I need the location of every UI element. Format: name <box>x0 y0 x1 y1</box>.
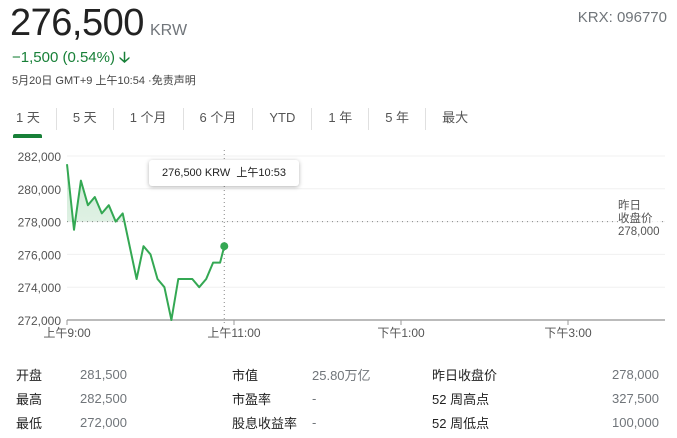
stat-label: 市盈率 <box>232 391 272 407</box>
tab-2[interactable]: 1 个月 <box>114 108 184 130</box>
stat-value: 282,500 <box>80 390 127 406</box>
prev-close-line1: 昨日 <box>618 200 641 212</box>
stats-table: 开盘 281,500 市值 25.80万亿 昨日收盘价 278,000 最高 282,500 市… <box>16 362 659 434</box>
price-change: −1,500 (0.54%) 🡣 <box>12 47 130 72</box>
currency: KRW <box>150 22 188 39</box>
tab-7[interactable]: 最大 <box>442 110 469 125</box>
stats-row: 开盘 281,500 市值 25.80万亿 昨日收盘价 278,000 <box>16 362 659 386</box>
stat-label: 最低 <box>16 415 43 431</box>
stat-value: 327,500 <box>612 390 659 406</box>
tab-6[interactable]: 5 年 <box>369 108 427 130</box>
stat-label: 开盘 <box>16 367 43 383</box>
stat-label: 股息收益率 <box>232 415 298 431</box>
x-tick-label: 下午3:00 <box>544 326 592 340</box>
stat-value: 25.80万亿 <box>312 367 371 383</box>
stat-value: - <box>312 414 317 430</box>
previous-close-label: 昨日 收盘价 278,000 <box>618 200 660 239</box>
x-tick-label: 上午11:00 <box>207 326 260 340</box>
stats-row: 最低 272,000 股息收益率 - 52 周低点 100,000 <box>16 410 659 434</box>
stat-label: 市值 <box>232 367 259 383</box>
prev-close-line2: 收盘价 <box>618 213 653 225</box>
stat-value: - <box>312 390 317 406</box>
arrow-down-icon: 🡣 <box>119 49 130 66</box>
stat-value: 272,000 <box>80 414 127 430</box>
tab-3[interactable]: 6 个月 <box>184 108 254 130</box>
y-tick-label: 278,000 <box>18 216 62 230</box>
area-fill <box>67 164 125 222</box>
stat-label: 昨日收盘价 <box>432 367 498 383</box>
y-tick-label: 280,000 <box>18 183 62 197</box>
stat-label: 最高 <box>16 391 43 407</box>
stat-label: 52 周低点 <box>432 415 490 431</box>
current-point <box>220 242 229 251</box>
chart-tooltip: 276,500 KRW 上午10:53 <box>149 160 299 186</box>
prev-close-value: 278,000 <box>618 226 660 238</box>
x-tick-label: 上午9:00 <box>43 326 91 340</box>
price-line <box>66 164 226 321</box>
price-chart[interactable]: 272,000 274,000 276,000 278,000 280,000 282,0… <box>0 140 677 340</box>
stat-label: 52 周高点 <box>432 391 490 407</box>
stat-value: 281,500 <box>80 366 127 382</box>
y-tick-label: 272,000 <box>18 314 62 328</box>
tab-0[interactable]: 1 天 <box>0 108 57 138</box>
y-tick-label: 276,000 <box>18 248 62 262</box>
tab-1[interactable]: 5 天 <box>57 108 114 130</box>
current-price: 276,500 <box>10 2 144 44</box>
stats-row: 最高 282,500 市盈率 - 52 周高点 327,500 <box>16 386 659 410</box>
price-change-text: −1,500 (0.54%) <box>12 49 115 66</box>
stat-value: 100,000 <box>612 414 659 430</box>
ticker-symbol: KRX: 096770 <box>577 9 667 26</box>
y-tick-label: 274,000 <box>18 281 62 295</box>
stat-value: 278,000 <box>612 366 659 382</box>
tab-4[interactable]: YTD <box>253 108 313 130</box>
timestamp-disclaimer[interactable]: 5月20日 GMT+9 上午10:54 ·免责声明 <box>12 75 196 87</box>
y-tick-label: 282,000 <box>18 150 62 164</box>
tab-5[interactable]: 1 年 <box>312 108 370 130</box>
x-tick-label: 下午1:00 <box>377 326 425 340</box>
